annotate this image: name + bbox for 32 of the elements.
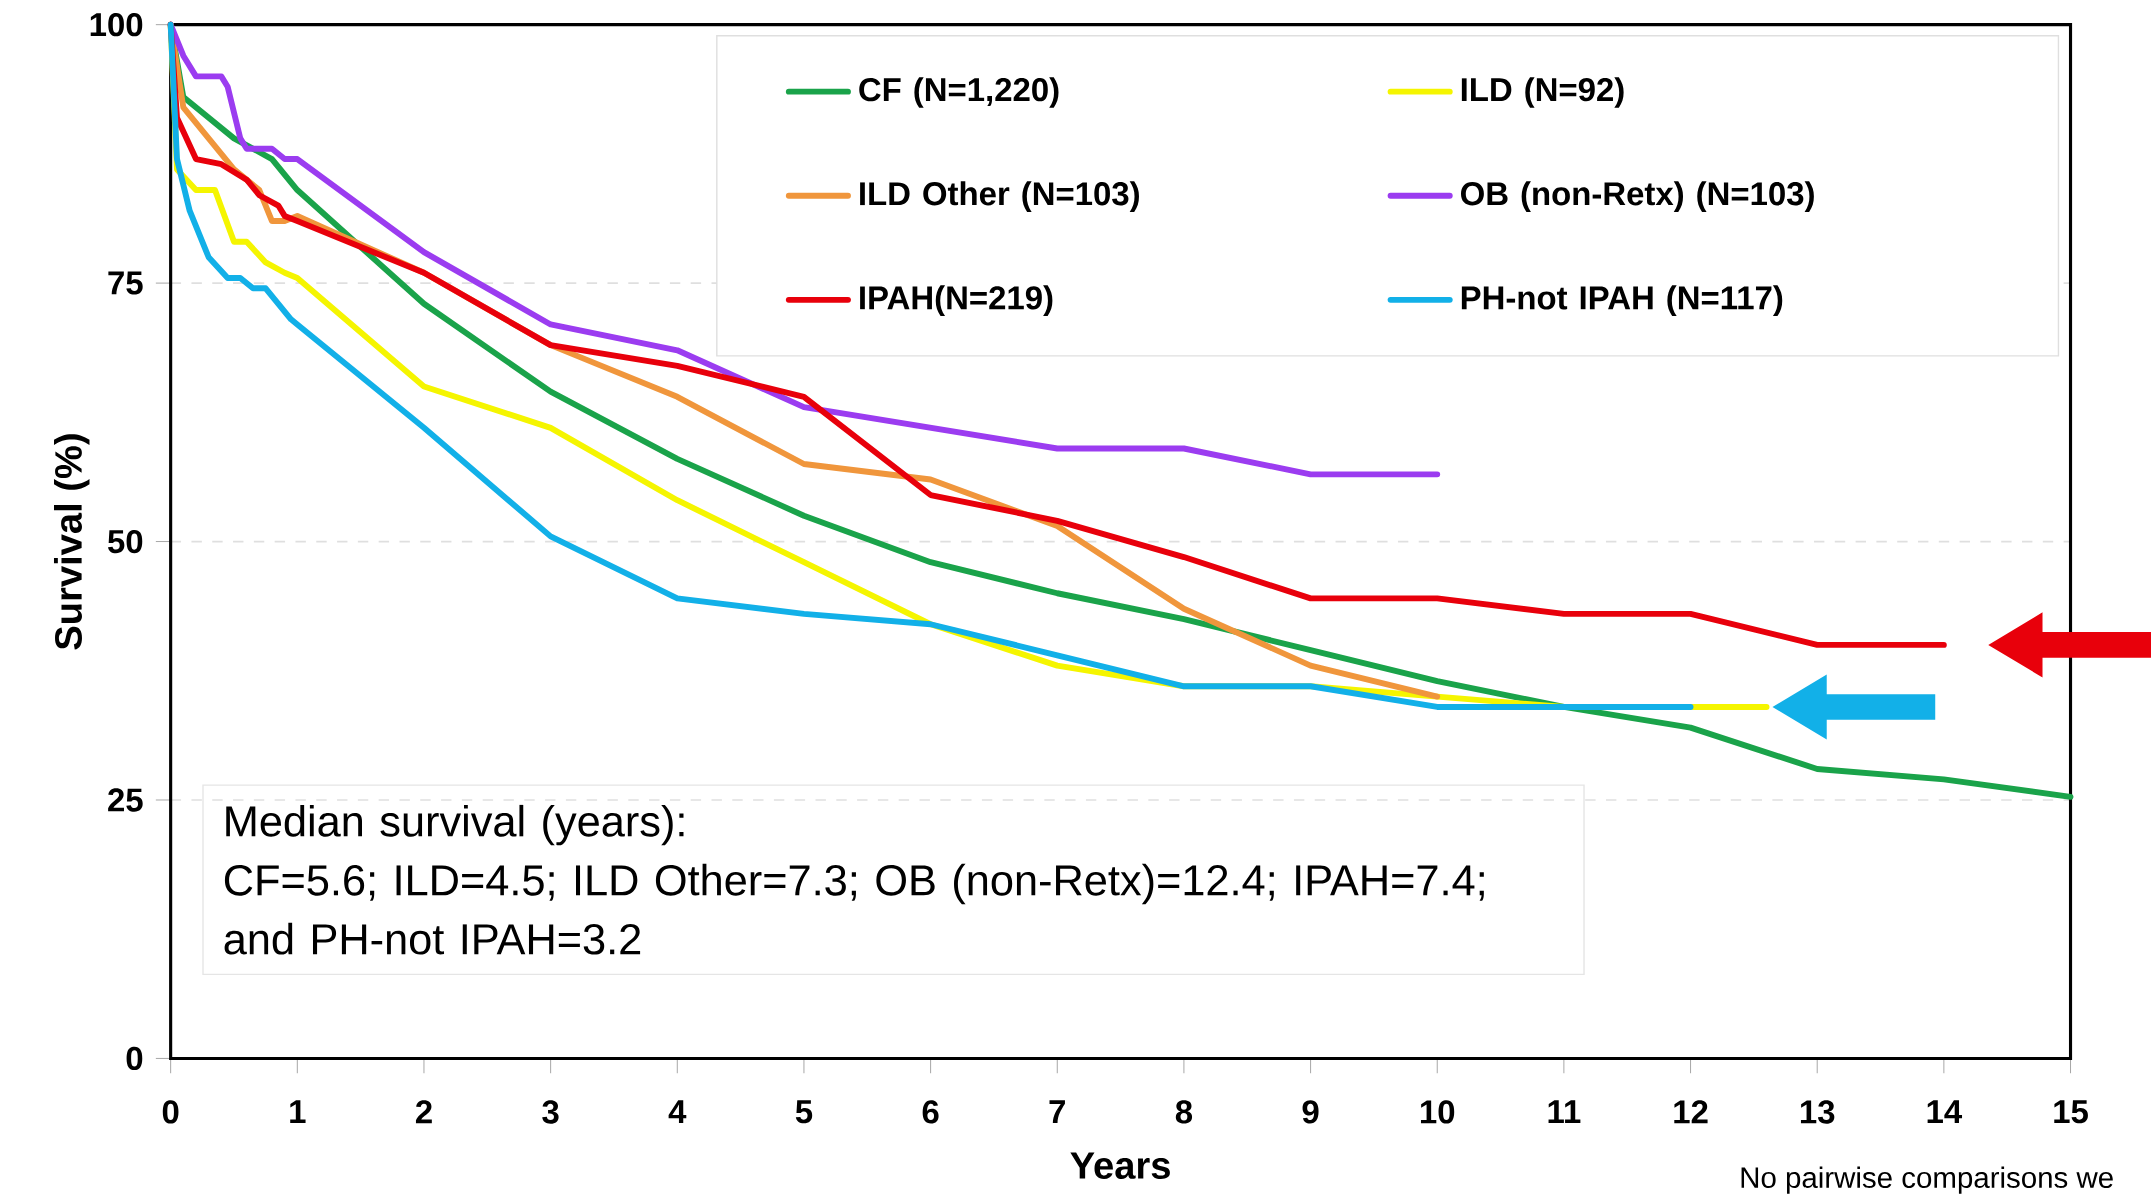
x-tick-label: 3 bbox=[542, 1100, 559, 1124]
text: No pairwise comparisons we bbox=[1741, 1166, 2113, 1194]
x-tick-label: 10 bbox=[1420, 1100, 1455, 1124]
x-tick-label: 11 bbox=[1548, 1100, 1581, 1123]
legend-label: CF (N=1,220) bbox=[859, 76, 1059, 108]
y-tick-label: 25 bbox=[108, 788, 143, 812]
x-tick-label: 2 bbox=[415, 1100, 432, 1124]
annotation: CF=5.6; ILD=4.5; ILD Other=7.3; OB (non-Retx)=12.4; IPAH=7.4; and PH-not IPAH=3.2 bbox=[224, 863, 1484, 955]
x-tick-label: 13 bbox=[1800, 1100, 1835, 1124]
x-tick-label: 0 bbox=[162, 1100, 179, 1124]
x-axis-title: Years bbox=[1070, 1152, 1170, 1179]
x-tick-label: 5 bbox=[795, 1100, 813, 1124]
x-tick-label: 8 bbox=[1175, 1100, 1193, 1124]
x-tick-label: 1 bbox=[290, 1100, 306, 1123]
annotation: Median survival (years): bbox=[226, 804, 684, 846]
x-tick-label: 9 bbox=[1302, 1100, 1319, 1124]
legend-label: ILD Other (N=103) bbox=[860, 180, 1139, 212]
y-axis-title: Survival (%) bbox=[53, 434, 90, 650]
legend-label: ILD (N=92) bbox=[1461, 76, 1624, 108]
y-tick-label: 0 bbox=[126, 1046, 143, 1070]
legend-label: OB (non-Retx) (N=103) bbox=[1460, 180, 1814, 212]
y-tick-label: 50 bbox=[108, 529, 143, 553]
x-tick-label: 14 bbox=[1927, 1100, 1963, 1123]
y-tick-label: 75 bbox=[108, 271, 143, 295]
x-tick-label: 12 bbox=[1674, 1100, 1708, 1124]
y-tick-label: 100 bbox=[90, 12, 143, 37]
x-tick-label: 7 bbox=[1049, 1100, 1065, 1123]
x-tick-label: 6 bbox=[922, 1100, 939, 1124]
x-tick-label: 4 bbox=[668, 1100, 687, 1123]
legend-label: PH-not IPAH (N=117) bbox=[1461, 285, 1783, 316]
legend-label: IPAH(N=219) bbox=[860, 285, 1053, 316]
x-tick-label: 15 bbox=[2054, 1100, 2088, 1124]
